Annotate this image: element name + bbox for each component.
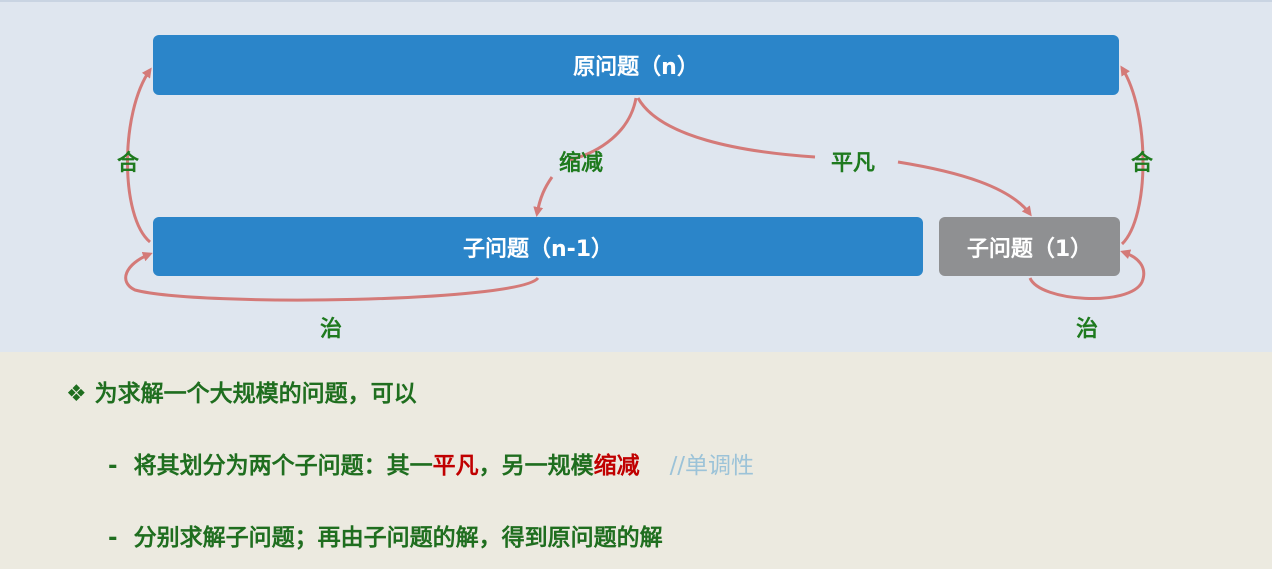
item1-reduce: 缩减 (593, 453, 640, 479)
arrow-conquer-right (1028, 249, 1146, 300)
arrows-layer (124, 65, 1146, 302)
arrow-conquer-left (124, 251, 540, 302)
label-combine-left: 合 (117, 151, 140, 176)
diagram-panel: 原问题（n） 子问题（n-1） 子问题（1） 合 缩减 平凡 合 治 治 (0, 0, 1272, 352)
item2-line: - 分别求解子问题；再由子问题的解，得到原问题的解 (108, 518, 663, 552)
arrow-combine-right (1120, 65, 1145, 246)
item1-part1: 将其划分为两个子问题：其一 (133, 453, 433, 479)
item2-text: 分别求解子问题；再由子问题的解，得到原问题的解 (133, 525, 663, 551)
bullet-icon: ❖ (66, 381, 87, 407)
arrow-reduce (569, 97, 638, 162)
arrow-combine-left (126, 67, 152, 244)
item1-line: - 将其划分为两个子问题：其一平凡，另一规模缩减 //单调性 (108, 446, 754, 480)
item1-part2: ，另一规模 (478, 453, 594, 479)
label-trivial: 平凡 (831, 151, 876, 176)
base-problem-box: 子问题（1） (939, 217, 1120, 276)
label-conquer-right: 治 (1076, 317, 1099, 342)
sub-problem-box: 子问题（n-1） (153, 217, 923, 276)
item1-comment: //单调性 (669, 453, 755, 479)
text-section: ❖ 为求解一个大规模的问题，可以 - 将其划分为两个子问题：其一平凡，另一规模缩减… (0, 352, 1272, 569)
heading-line: ❖ 为求解一个大规模的问题，可以 (66, 374, 417, 408)
arrow-reduce-head (533, 176, 554, 217)
item1-dash: - (108, 453, 118, 479)
heading-text: 为求解一个大规模的问题，可以 (94, 381, 417, 407)
item1-trivial: 平凡 (432, 453, 479, 479)
item2-dash: - (108, 525, 118, 551)
root-problem-box: 原问题（n） (153, 35, 1119, 95)
label-reduce: 缩减 (559, 151, 604, 176)
label-conquer-left: 治 (320, 317, 343, 342)
arrow-trivial-head (897, 160, 1032, 217)
label-combine-right: 合 (1131, 151, 1154, 176)
arrow-trivial (636, 97, 816, 159)
